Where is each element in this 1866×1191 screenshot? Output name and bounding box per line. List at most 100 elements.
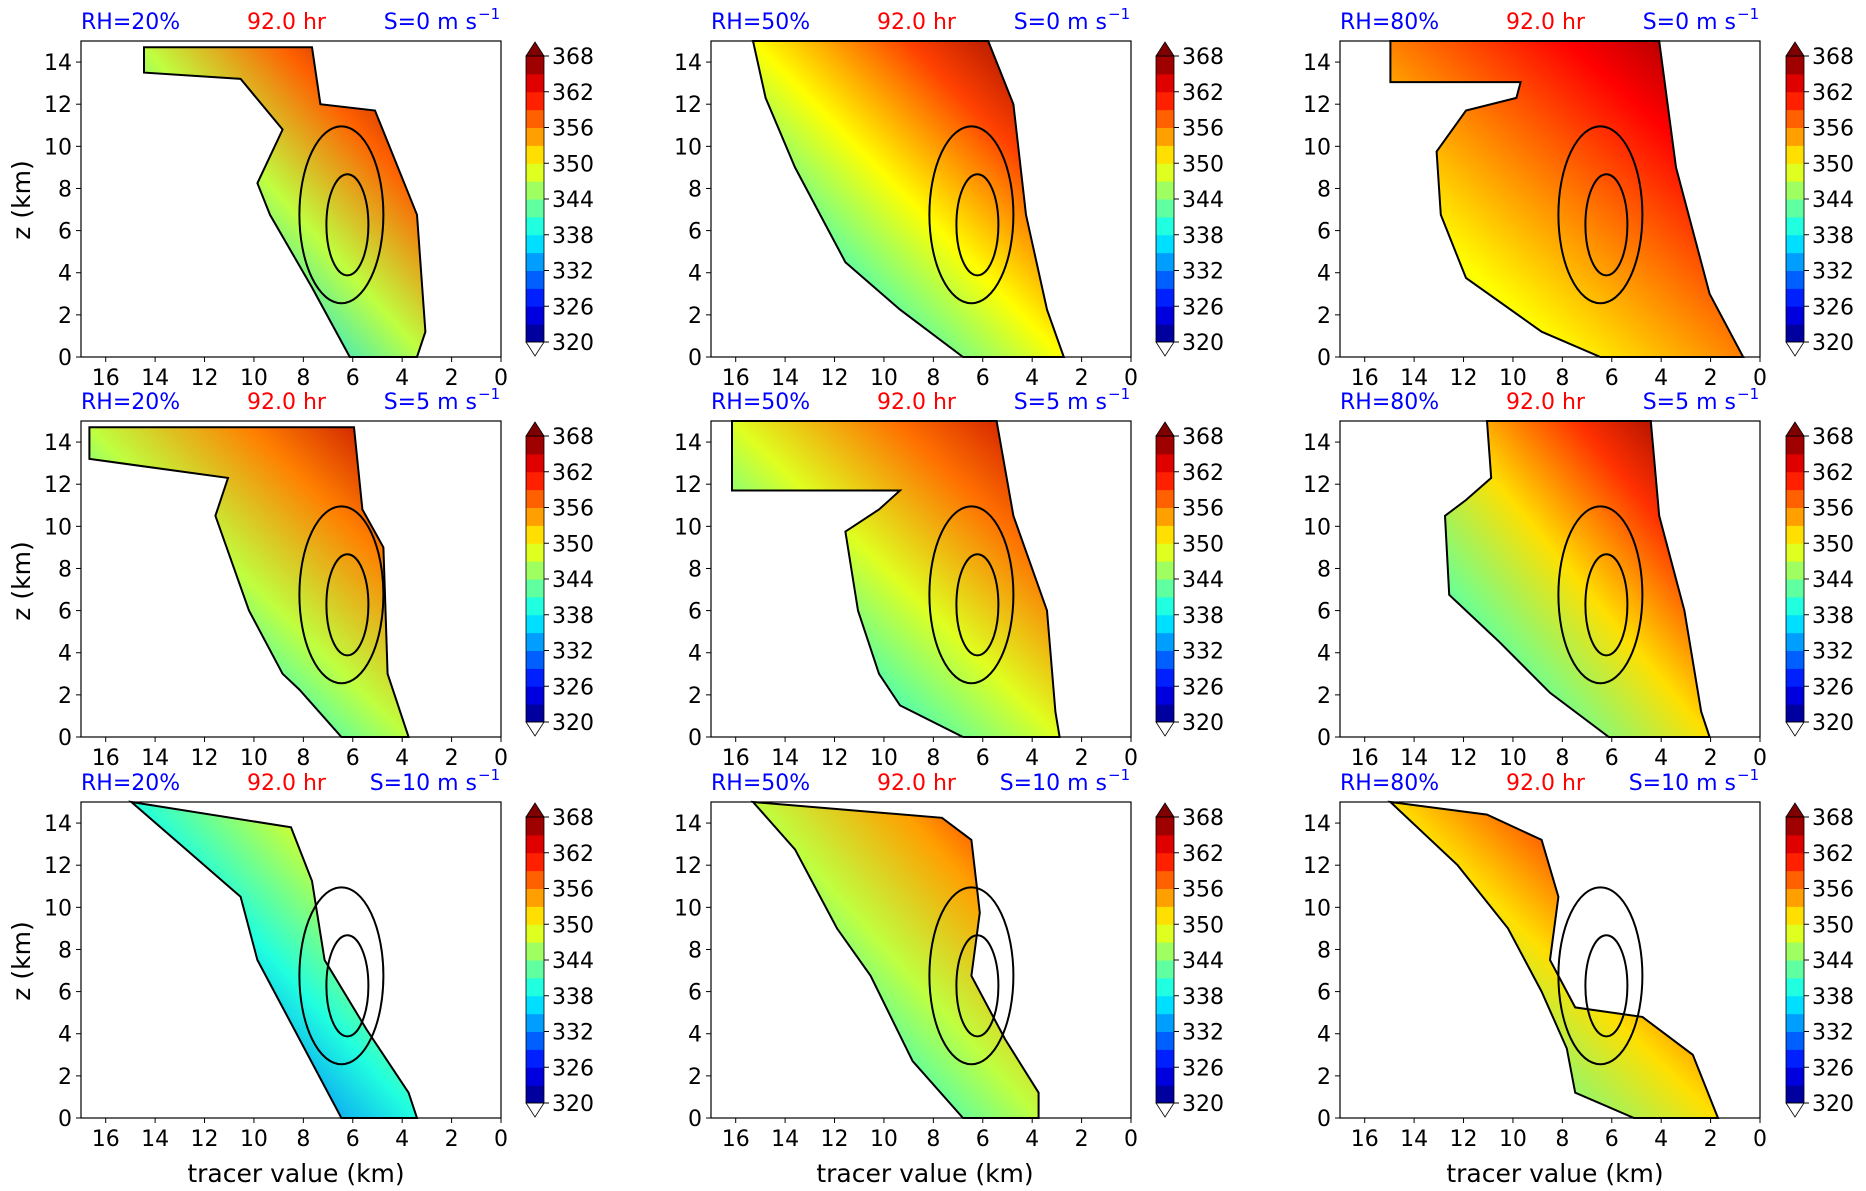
x-tick-label: 10: [1499, 366, 1527, 391]
x-tick-label: 4: [395, 746, 409, 771]
y-tick-label: 8: [1317, 557, 1331, 582]
contour-line: [928, 505, 1015, 685]
colorbar-band: [1786, 543, 1804, 562]
x-tick-label: 10: [870, 746, 898, 771]
colorbar-tick-label: 356: [552, 117, 594, 142]
colorbar-band: [1156, 199, 1174, 218]
colorbar-tick-label: 338: [552, 985, 594, 1010]
shear-unit-exponent: −1: [478, 385, 500, 403]
y-tick-label: 10: [1303, 515, 1331, 540]
x-tick-label: 12: [821, 366, 849, 391]
colorbar-tick-label: 332: [552, 260, 594, 285]
y-tick-label: 8: [688, 177, 702, 202]
colorbar-band: [1786, 507, 1804, 526]
colorbar-tick-label: 320: [552, 331, 594, 356]
x-tick-label: 14: [141, 746, 169, 771]
y-tick-label: 2: [688, 684, 702, 709]
colorbar-band: [526, 561, 544, 580]
colorbar-band: [1786, 704, 1804, 723]
x-tick-label: 16: [722, 1127, 750, 1152]
x-tick-label: 10: [240, 1127, 268, 1152]
colorbar-tick-label: 326: [1182, 295, 1224, 320]
colorbar-band: [526, 270, 544, 289]
colorbar-band: [1786, 579, 1804, 598]
colorbar-tick-label: 350: [1182, 532, 1224, 557]
colorbar-band: [1786, 270, 1804, 289]
colorbar-tick-label: 326: [1182, 675, 1224, 700]
y-tick-label: 14: [44, 431, 72, 456]
colorbar-band: [1786, 127, 1804, 146]
axes-frame: [80, 420, 502, 738]
x-axis-labels: tracer value (km) tracer value (km) trac…: [187, 1159, 1663, 1188]
colorbar-tick-label: 344: [552, 188, 594, 213]
colorbar-band: [1786, 632, 1804, 651]
shear-unit-exponent: −1: [1108, 5, 1130, 23]
axes-frame: [80, 801, 502, 1119]
x-tick-label: 16: [722, 746, 750, 771]
colorbar-tick-label: 350: [552, 152, 594, 177]
y-tick-label: 0: [58, 346, 72, 371]
colorbar-tick-label: 332: [1182, 640, 1224, 665]
colorbar-band: [1156, 888, 1174, 907]
panel-1: 0 2 4 6 8 10 12 14 16 14 12 10 8 6 4 2 0 RH=20% 92.0 hr S=0…: [44, 5, 594, 391]
colorbar-band: [1156, 91, 1174, 111]
colorbar-band: [1786, 870, 1804, 889]
colorbar-band: [1156, 668, 1174, 687]
y-tick-label: 0: [688, 346, 702, 371]
shear-unit-exponent: −1: [1737, 766, 1759, 784]
x-tick-label: 0: [1124, 366, 1138, 391]
colorbar-tick-label: 344: [1812, 188, 1854, 213]
x-tick-label: 0: [494, 746, 508, 771]
colorbar-band: [526, 145, 544, 164]
y-tick-label: 6: [688, 220, 702, 245]
colorbar-tick-label: 326: [552, 1056, 594, 1081]
axes-frame: [80, 40, 502, 358]
colorbar-extend-max: [525, 41, 545, 57]
colorbar-band: [526, 668, 544, 687]
y-tick-label: 12: [1303, 93, 1331, 118]
y-tick-label: 8: [58, 177, 72, 202]
colorbar-tick-label: 356: [552, 878, 594, 903]
x-tick-label: 16: [1351, 746, 1379, 771]
y-tick-label: 0: [1317, 726, 1331, 751]
x-tick-label: 12: [821, 746, 849, 771]
colorbar-band: [1156, 924, 1174, 943]
tracer-field: [88, 426, 410, 738]
y-tick-label: 12: [674, 93, 702, 118]
x-tick-label: 4: [1654, 746, 1668, 771]
colorbar-tick-label: 344: [552, 568, 594, 593]
y-tick-label: 6: [1317, 220, 1331, 245]
colorbar-tick-label: 320: [1182, 1092, 1224, 1117]
colorbar-tick-label: 356: [1182, 117, 1224, 142]
colorbar-band: [526, 596, 544, 616]
colorbar-band: [526, 1013, 544, 1032]
y-tick-label: 14: [674, 51, 702, 76]
rh-label: RH=50%: [711, 10, 810, 35]
axes-frame: [710, 420, 1132, 738]
colorbar-band: [526, 489, 544, 508]
colorbar: 368 362 356 350 344 338 332 326 320: [1155, 421, 1224, 737]
colorbar-band: [1786, 453, 1804, 473]
colorbar-tick-label: 332: [1812, 260, 1854, 285]
colorbar-band: [1156, 270, 1174, 289]
colorbar-extend-max: [1785, 41, 1805, 57]
shear-unit-exponent: −1: [1108, 766, 1130, 784]
y-tick-label: 0: [1317, 1107, 1331, 1132]
x-tick-label: 6: [346, 366, 360, 391]
colorbar-band: [1786, 888, 1804, 907]
time-label: 92.0 hr: [1506, 390, 1586, 415]
tracer-field: [1443, 420, 1711, 738]
y-tick-label: 4: [688, 642, 702, 667]
y-tick-label: 6: [688, 981, 702, 1006]
colorbar-band: [526, 288, 544, 307]
colorbar-band: [1156, 561, 1174, 580]
colorbar-extend-max: [1155, 41, 1175, 57]
colorbar-tick-label: 368: [552, 45, 594, 70]
y-tick-label: 2: [1317, 684, 1331, 709]
colorbar-band: [526, 216, 544, 236]
x-tick-label: 8: [926, 366, 940, 391]
contour-line: [928, 886, 1015, 1066]
colorbar-extend-min: [1155, 341, 1175, 357]
colorbar-band: [526, 73, 544, 93]
colorbar-band: [1786, 91, 1804, 111]
